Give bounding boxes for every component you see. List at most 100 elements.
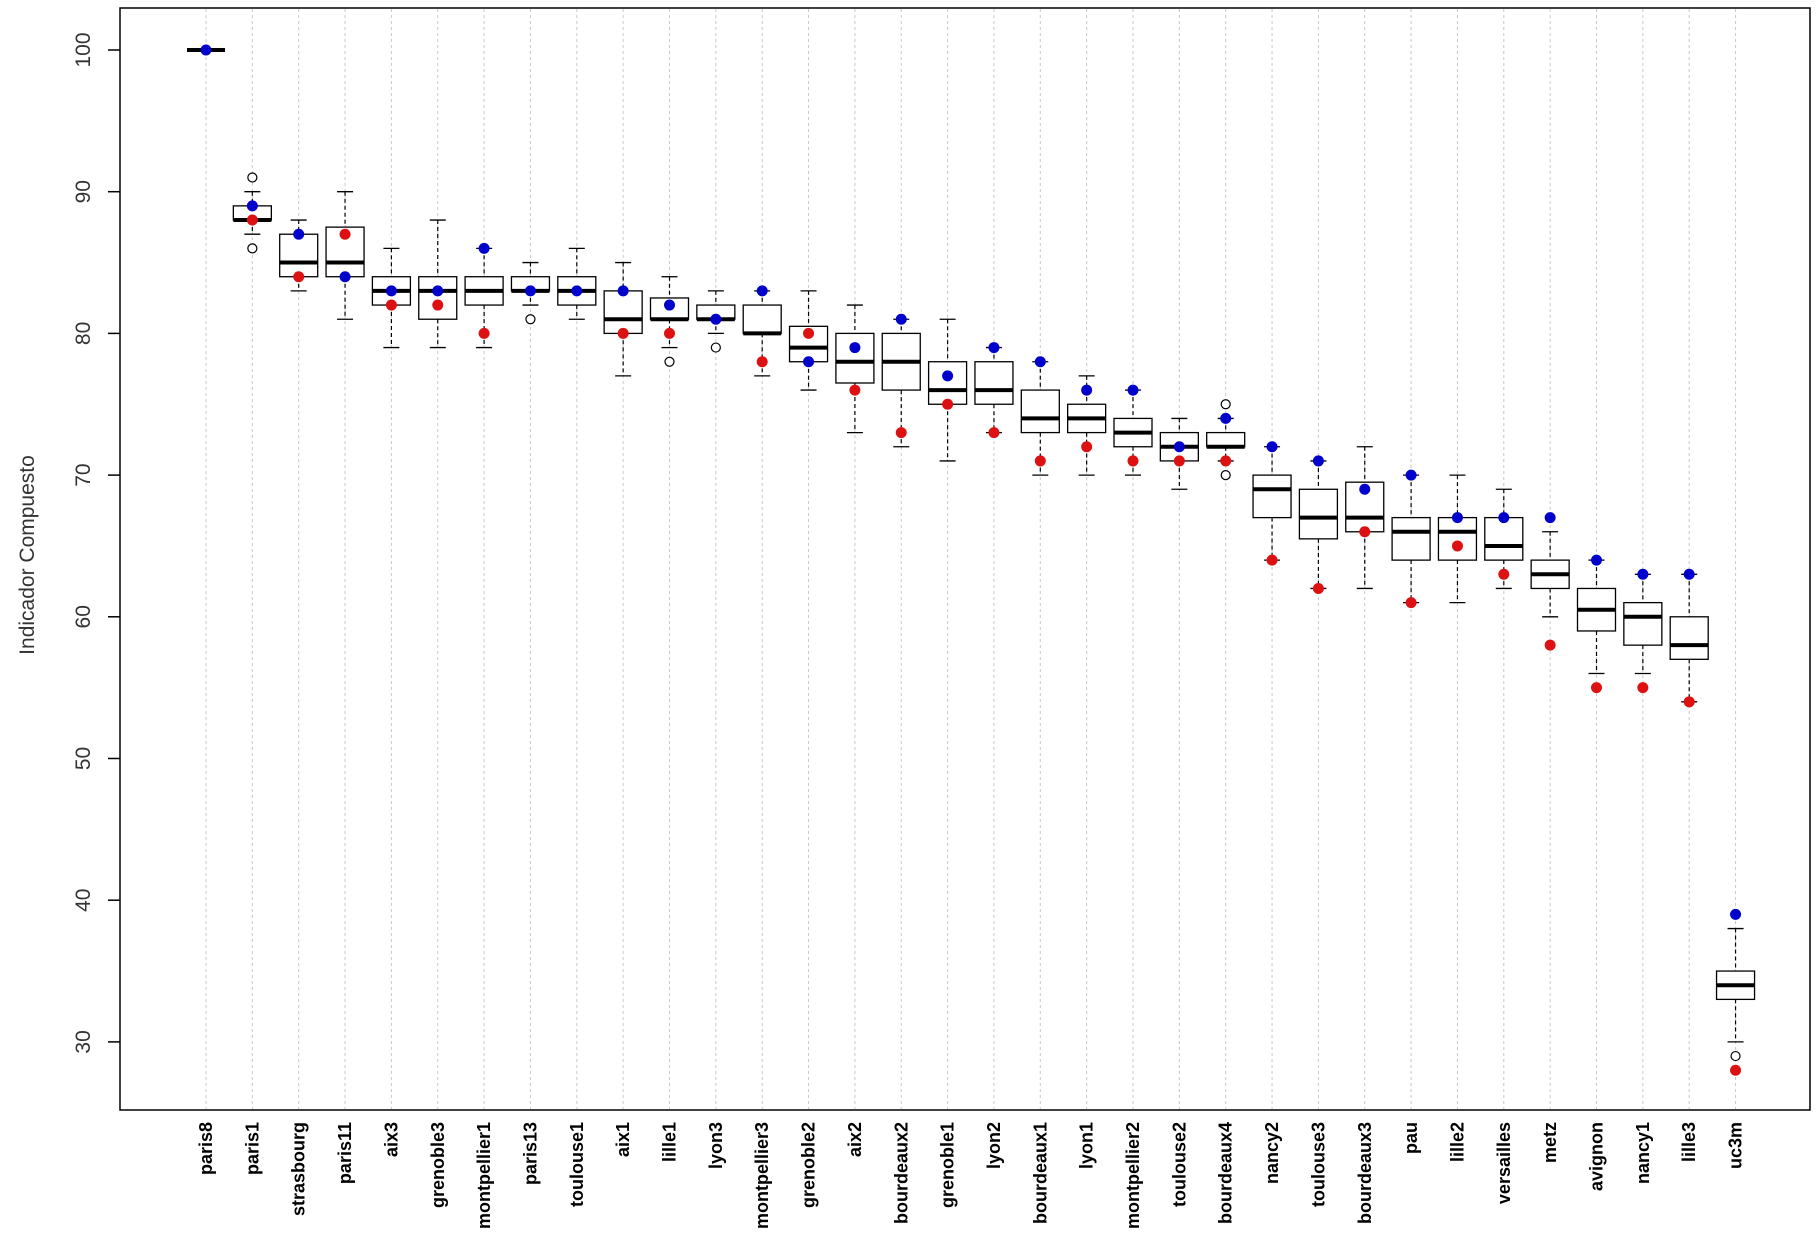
blue-point xyxy=(1730,908,1742,920)
box-toulouse2 xyxy=(1159,417,1199,490)
x-tick-label: nancy2 xyxy=(1262,1122,1282,1184)
x-tick-label: bourdeaux3 xyxy=(1355,1122,1375,1224)
boxes xyxy=(187,44,1756,1076)
blue-point xyxy=(1034,356,1046,368)
x-tick-label: aix2 xyxy=(845,1122,865,1157)
blue-point xyxy=(617,285,629,297)
box-iqr xyxy=(1484,516,1524,561)
y-tick-label: 30 xyxy=(72,1030,95,1053)
red-point xyxy=(1591,682,1602,694)
box-aix3 xyxy=(371,247,412,349)
red-point xyxy=(432,299,444,311)
outlier-point xyxy=(247,243,258,254)
x-tick-label: montpellier3 xyxy=(752,1122,772,1229)
red-point xyxy=(1034,455,1046,467)
red-point xyxy=(1544,639,1556,651)
box-lille2 xyxy=(1437,474,1478,604)
x-tick-label: grenoble2 xyxy=(799,1122,819,1208)
box-bourdeaux4 xyxy=(1206,399,1246,481)
box-iqr xyxy=(1206,431,1246,448)
box-montpellier3 xyxy=(742,285,782,377)
red-point xyxy=(1081,441,1093,453)
x-tick-label: paris1 xyxy=(242,1122,262,1175)
x-tick-label: aix3 xyxy=(381,1122,401,1157)
box-metz xyxy=(1530,512,1570,651)
red-point xyxy=(1683,696,1695,708)
blue-point xyxy=(246,200,258,212)
y-tick-label: 70 xyxy=(72,463,95,486)
outlier-point xyxy=(1220,470,1231,481)
x-tick-label: montpellier1 xyxy=(474,1122,494,1229)
red-point xyxy=(1127,455,1139,467)
box-versailles xyxy=(1484,488,1524,590)
box-lyon3 xyxy=(696,290,736,353)
blue-point xyxy=(988,342,1000,354)
outlier-point xyxy=(664,356,675,367)
blue-point xyxy=(432,285,444,297)
box-lyon1 xyxy=(1067,375,1107,476)
box-iqr xyxy=(1669,616,1709,660)
blue-point xyxy=(1451,512,1463,524)
outlier-point xyxy=(525,314,536,325)
blue-point xyxy=(942,370,954,382)
blue-point xyxy=(571,285,583,297)
box-lille3 xyxy=(1669,568,1709,708)
red-point xyxy=(664,327,675,339)
blue-point xyxy=(524,285,536,297)
blue-point xyxy=(664,299,675,311)
box-iqr xyxy=(835,332,875,384)
blue-point xyxy=(1081,384,1093,396)
x-tick-label: bourdeaux4 xyxy=(1216,1122,1236,1224)
red-point xyxy=(293,271,305,283)
blue-point xyxy=(1591,554,1602,566)
x-tick-label: toulouse3 xyxy=(1308,1122,1328,1207)
blue-point xyxy=(803,356,815,368)
x-tick-label: montpellier2 xyxy=(1123,1122,1143,1229)
x-tick-label: strasbourg xyxy=(289,1122,309,1216)
box-iqr xyxy=(742,304,782,335)
x-tick-label: toulouse2 xyxy=(1169,1122,1189,1207)
y-axis: 30 40 50 60 70 80 90 100 xyxy=(72,32,120,1054)
x-axis: paris8 paris1 strasbourg paris11 aix3 grenobl… xyxy=(196,1122,1746,1229)
x-tick-label: metz xyxy=(1540,1122,1560,1163)
y-tick-label: 50 xyxy=(72,747,95,770)
plot-frame xyxy=(119,7,1811,1111)
y-tick-label: 100 xyxy=(72,32,95,67)
blue-point xyxy=(1312,455,1324,467)
red-point xyxy=(617,327,629,339)
red-point xyxy=(803,327,815,339)
red-point xyxy=(246,214,258,226)
x-tick-label: versailles xyxy=(1494,1122,1514,1204)
blue-point xyxy=(1266,441,1278,453)
red-point xyxy=(1405,597,1417,609)
box-iqr xyxy=(1437,516,1478,561)
x-tick-label: lille3 xyxy=(1679,1122,1699,1162)
x-tick-label: uc3m xyxy=(1726,1122,1746,1169)
box-montpellier1 xyxy=(464,242,504,349)
box-paris1 xyxy=(232,172,273,254)
blue-point xyxy=(478,242,490,254)
red-point xyxy=(339,228,351,240)
box-bourdeaux3 xyxy=(1345,446,1385,590)
box-paris13 xyxy=(510,261,551,325)
box-iqr xyxy=(1391,516,1431,561)
x-tick-label: toulouse1 xyxy=(567,1122,587,1207)
x-tick-label: paris11 xyxy=(335,1122,355,1184)
x-tick-label: aix1 xyxy=(613,1122,633,1157)
red-point xyxy=(849,384,861,396)
red-point xyxy=(385,299,397,311)
blue-point xyxy=(1220,412,1232,424)
box-paris11 xyxy=(325,191,365,320)
x-tick-label: lyon2 xyxy=(984,1122,1004,1169)
outlier-point xyxy=(247,172,258,183)
x-tick-label: paris13 xyxy=(520,1122,540,1185)
blue-point xyxy=(1173,441,1185,453)
blue-point xyxy=(756,285,768,297)
red-point xyxy=(895,427,907,439)
y-axis-label: Indicador Compuesto xyxy=(16,455,39,655)
x-tick-label: lille2 xyxy=(1447,1122,1467,1162)
blue-point xyxy=(1498,512,1510,524)
x-tick-label: lille1 xyxy=(660,1122,680,1162)
outlier-point xyxy=(1220,399,1231,410)
